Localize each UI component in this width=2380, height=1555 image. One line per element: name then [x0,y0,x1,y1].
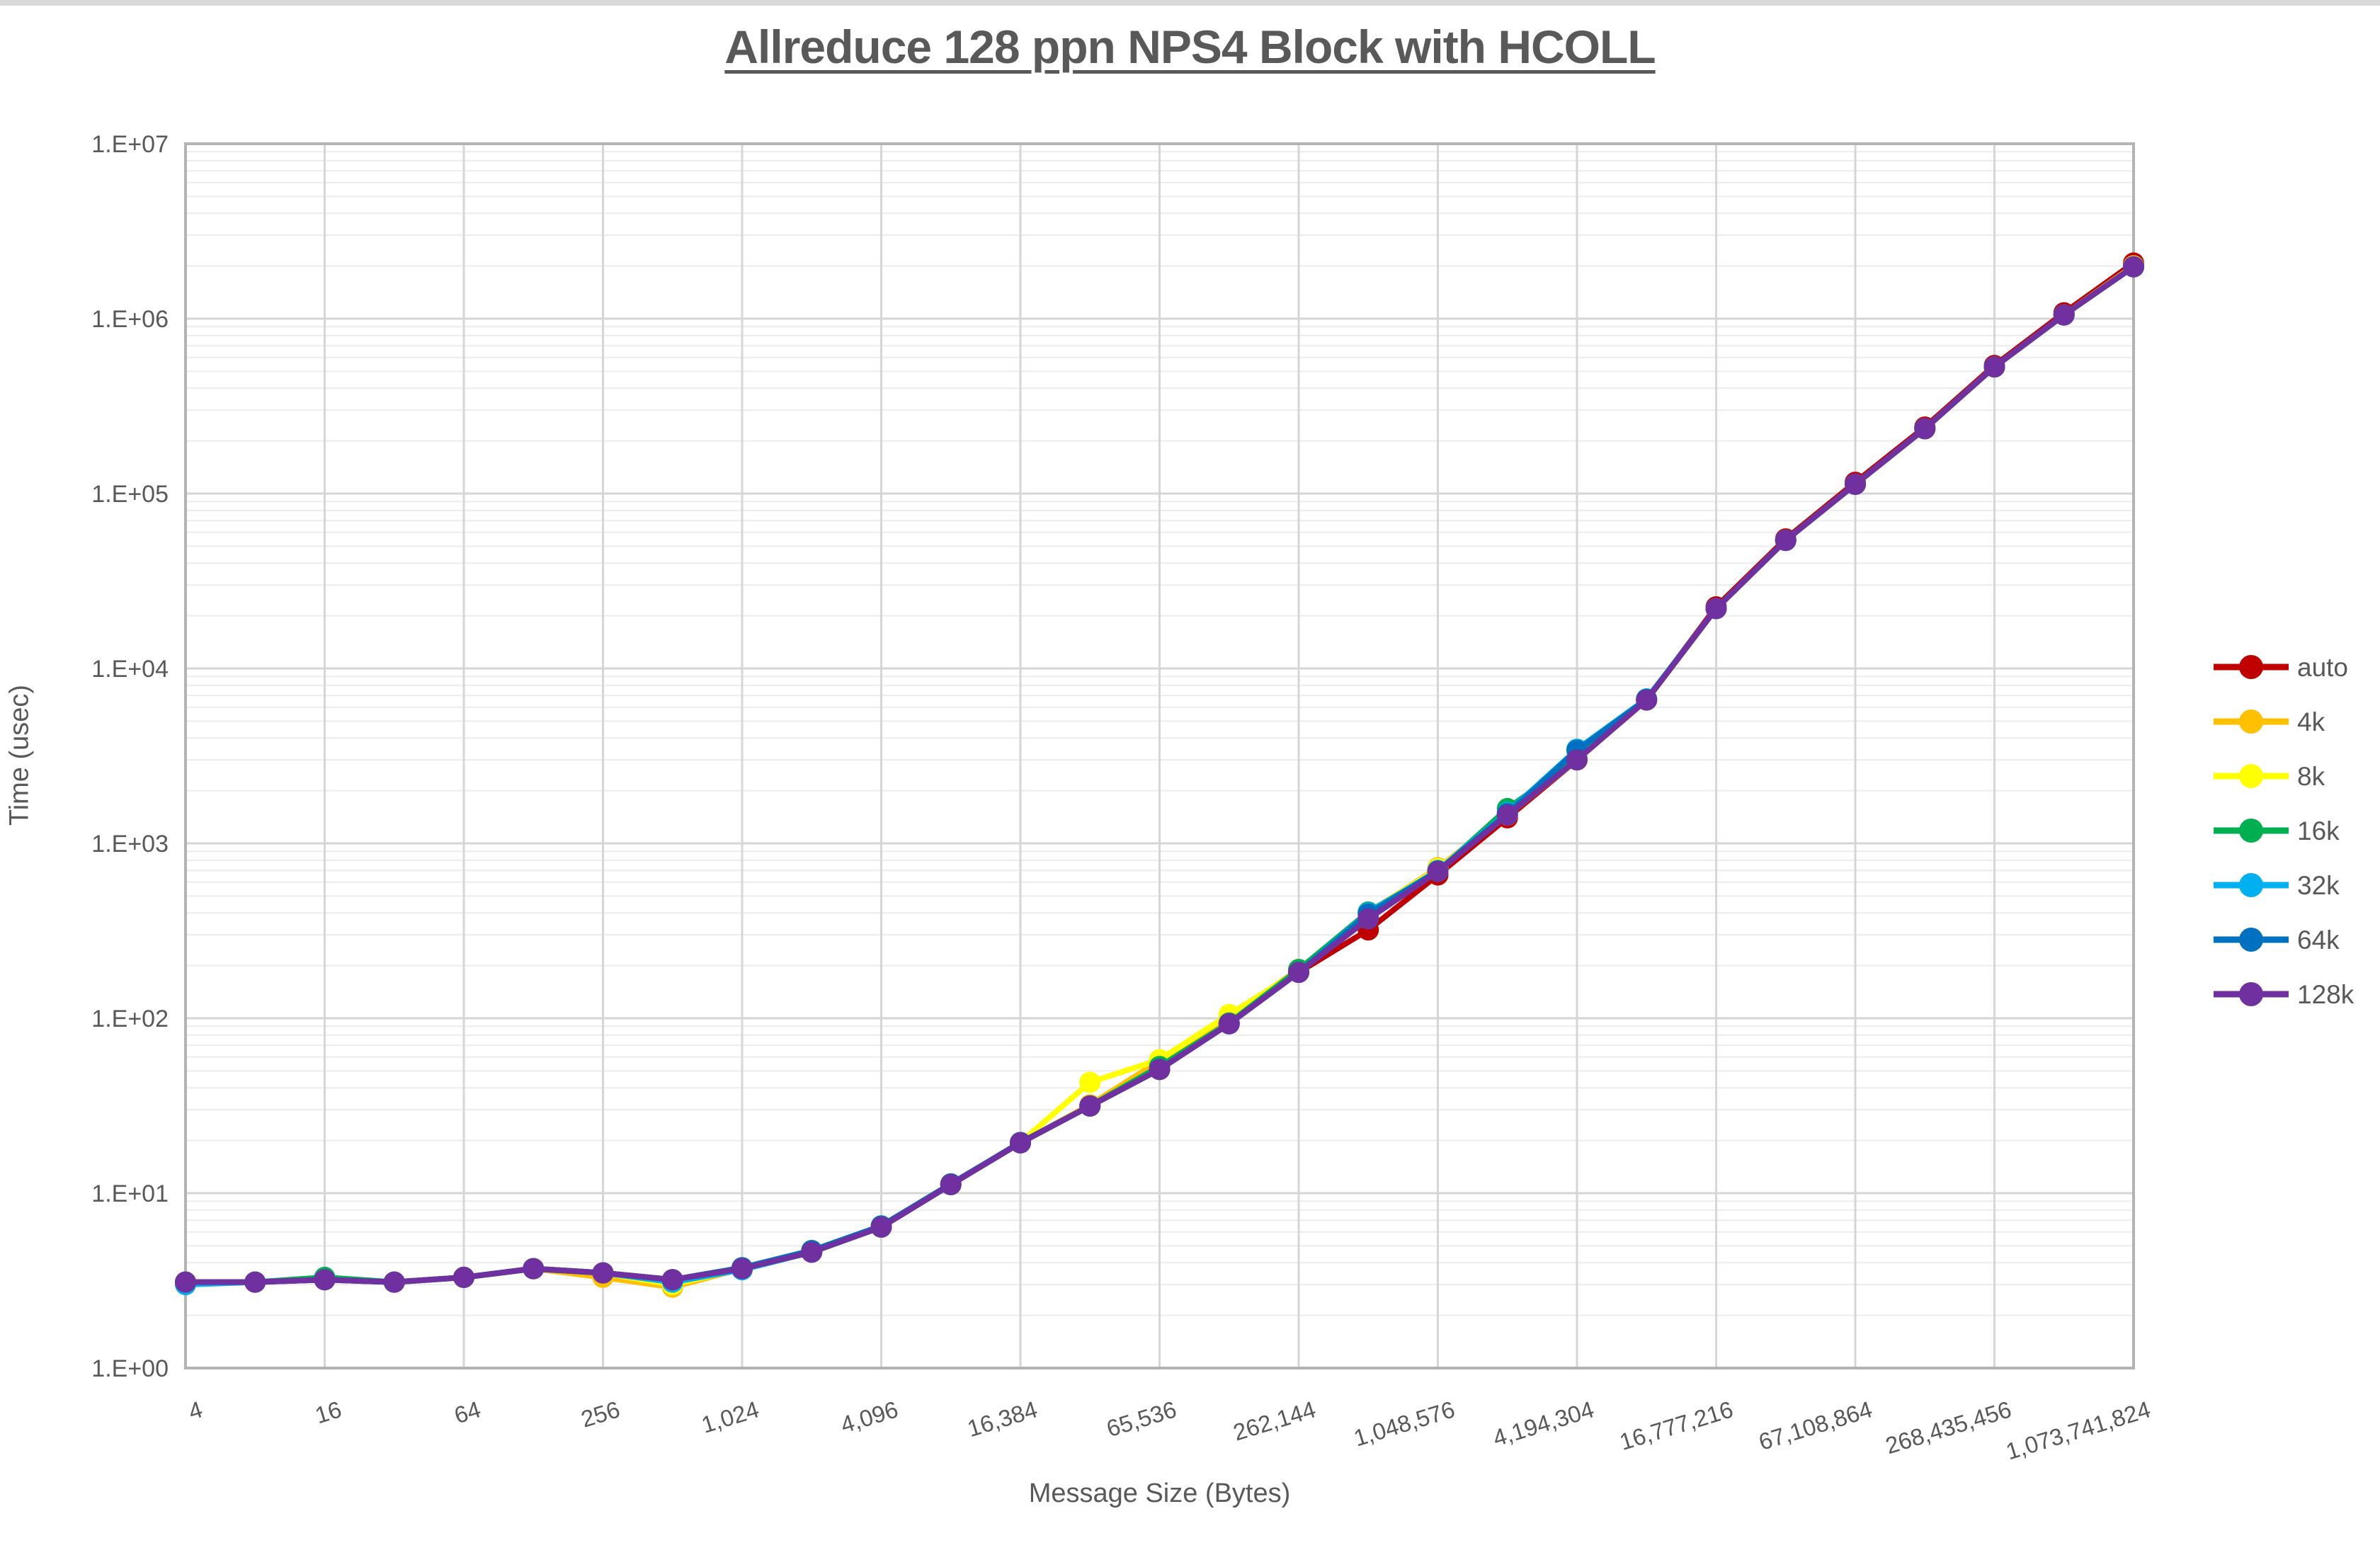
x-tick-label: 64 [451,1396,484,1428]
legend-label-16k: 16k [2297,816,2340,845]
series-marker-128k[interactable] [1705,598,1727,620]
legend-item-4k[interactable]: 4k [2214,707,2325,736]
series-marker-128k[interactable] [1288,962,1309,984]
series-marker-128k[interactable] [731,1258,753,1280]
legend-item-auto[interactable]: auto [2214,653,2348,682]
legend-item-8k[interactable]: 8k [2214,762,2325,791]
series-marker-128k[interactable] [314,1269,336,1291]
series-marker-128k[interactable] [1149,1059,1171,1081]
x-tick-label: 1,024 [698,1396,762,1438]
legend-label-64k: 64k [2297,925,2340,955]
series-marker-128k[interactable] [2123,256,2144,278]
series-marker-128k[interactable] [1010,1132,1031,1154]
series-marker-128k[interactable] [383,1271,405,1293]
series-marker-128k[interactable] [1357,908,1379,930]
series-marker-128k[interactable] [453,1266,474,1288]
series-marker-8k[interactable] [1079,1071,1101,1093]
legend-marker-128k [2239,982,2263,1006]
chart-title: Allreduce 128 ppn NPS4 Block with HCOLL [724,21,1656,73]
x-tick-label: 4,194,304 [1490,1396,1597,1451]
y-tick-label: 1.E+02 [91,1006,169,1032]
legend-item-64k[interactable]: 64k [2214,925,2340,955]
series-marker-128k[interactable] [1566,749,1588,771]
series-marker-128k[interactable] [1983,356,2005,378]
series-marker-128k[interactable] [1218,1013,1240,1035]
y-tick-label: 1.E+06 [91,306,169,333]
legend-marker-32k [2239,873,2263,897]
series-marker-128k[interactable] [870,1216,892,1238]
series-marker-128k[interactable] [175,1271,196,1293]
series-marker-128k[interactable] [2053,304,2075,326]
series-marker-128k[interactable] [801,1241,823,1263]
series-marker-128k[interactable] [523,1258,545,1280]
x-tick-label: 16,777,216 [1617,1396,1736,1455]
series-marker-128k[interactable] [1636,689,1658,711]
legend-label-8k: 8k [2297,762,2325,791]
x-tick-label: 262,144 [1230,1396,1319,1445]
x-tick-label: 65,536 [1103,1396,1179,1442]
window-top-strip [0,0,2380,6]
x-tick-label: 268,435,456 [1882,1396,2014,1459]
y-tick-label: 1.E+05 [91,481,169,508]
y-tick-label: 1.E+04 [91,656,169,683]
legend-label-auto: auto [2297,653,2348,682]
legend-marker-auto [2239,655,2263,679]
legend: auto 4k 8k 16k 32k 64k 128k [2214,653,2355,1009]
y-tick-labels: 1.E+00 1.E+01 1.E+02 1.E+03 1.E+04 1.E+05 1.E+… [91,131,169,1382]
legend-marker-64k [2239,928,2263,952]
series-marker-128k[interactable] [1496,804,1518,826]
series-marker-128k[interactable] [940,1173,962,1195]
y-tick-label: 1.E+03 [91,831,169,858]
legend-item-32k[interactable]: 32k [2214,871,2340,900]
legend-item-16k[interactable]: 16k [2214,816,2340,845]
series-marker-128k[interactable] [592,1262,614,1284]
x-tick-label: 16 [312,1396,345,1428]
series-marker-128k[interactable] [661,1269,683,1291]
plot-border [184,142,2135,1369]
x-tick-label: 1,048,576 [1350,1396,1457,1451]
x-tick-label: 4 [186,1396,205,1425]
y-axis-title: Time (usec) [4,684,35,826]
major-gridlines [184,142,2135,1369]
legend-label-128k: 128k [2297,980,2355,1009]
x-tick-label: 256 [578,1396,622,1432]
series-128k[interactable] [175,256,2144,1293]
series-marker-128k[interactable] [1775,530,1797,552]
x-tick-label: 16,384 [964,1396,1040,1442]
legend-item-128k[interactable]: 128k [2214,980,2355,1009]
legend-marker-4k [2239,710,2263,734]
series-marker-128k[interactable] [1427,860,1449,882]
legend-label-4k: 4k [2297,707,2325,736]
y-tick-label: 1.E+01 [91,1180,169,1207]
series-marker-128k[interactable] [244,1271,266,1293]
series-marker-128k[interactable] [1079,1095,1101,1117]
x-tick-label: 1,073,741,824 [2003,1396,2153,1464]
x-tick-label: 67,108,864 [1755,1396,1875,1455]
x-tick-label: 4,096 [838,1396,901,1438]
legend-label-32k: 32k [2297,871,2340,900]
series-marker-128k[interactable] [1845,473,1866,495]
series-marker-128k[interactable] [1914,418,1936,440]
x-axis-title: Message Size (Bytes) [1028,1479,1291,1508]
x-tick-labels: 4 16 64 256 1,024 4,096 16,384 65,536 262,144 1,0… [186,1396,2153,1464]
legend-marker-8k [2239,764,2263,788]
y-tick-label: 1.E+07 [91,131,169,158]
y-tick-label: 1.E+00 [91,1355,169,1382]
legend-marker-16k [2239,819,2263,843]
